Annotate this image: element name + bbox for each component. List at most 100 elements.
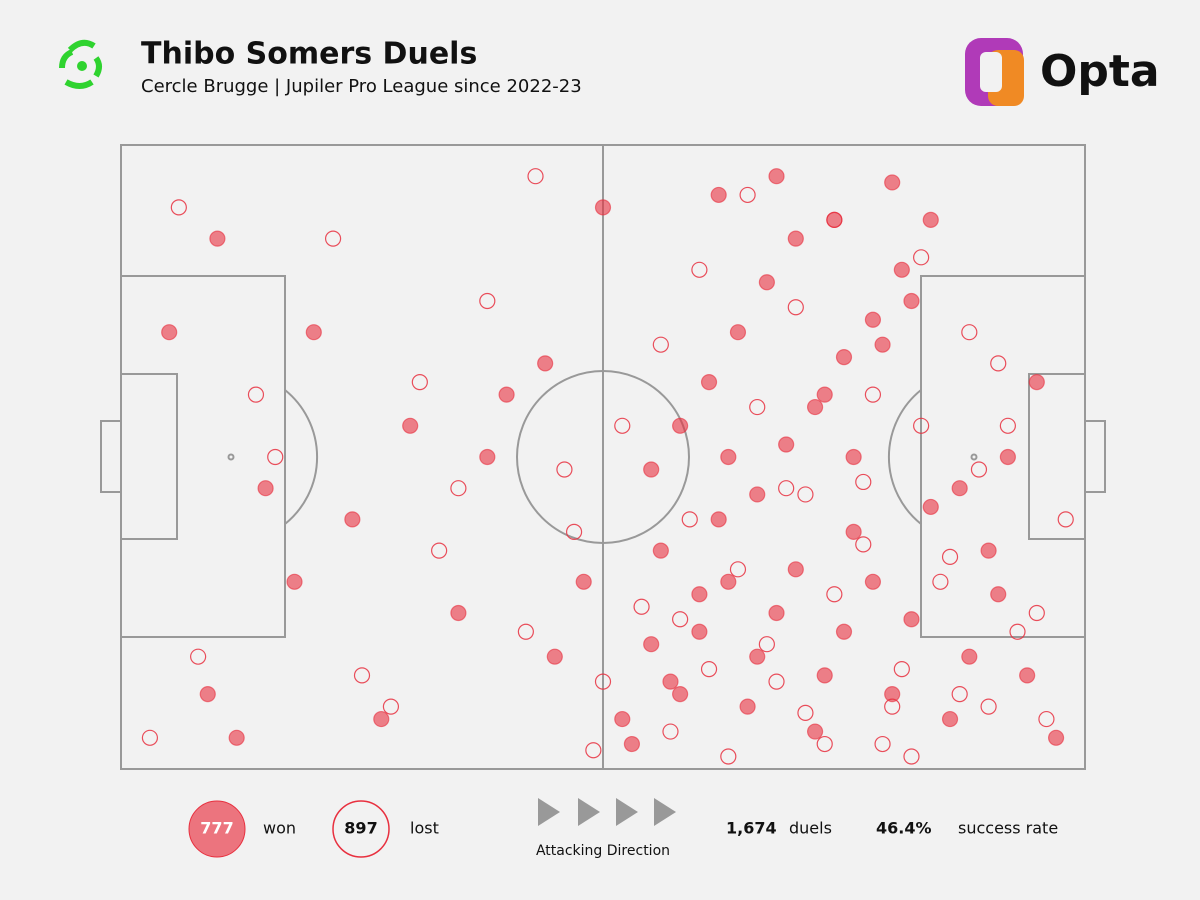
- lost-duel: [797, 486, 814, 503]
- won-duel: [228, 729, 245, 746]
- won-duel: [951, 480, 968, 497]
- lost-duel: [1028, 604, 1045, 622]
- won-duel: [305, 324, 322, 341]
- won-duel: [652, 542, 669, 559]
- lost-duel: [893, 661, 910, 678]
- won-duel: [990, 586, 1007, 603]
- lost-duel: [951, 686, 968, 703]
- won-duel: [864, 311, 882, 328]
- lost-duel: [932, 573, 949, 590]
- won-duel: [729, 324, 747, 341]
- lost-count: 897: [344, 819, 377, 838]
- lost-duel: [681, 511, 698, 528]
- won-duel: [373, 710, 390, 728]
- lost-duel: [778, 480, 795, 497]
- lost-duel: [739, 186, 756, 204]
- lost-duel: [961, 324, 978, 341]
- lost-duel: [758, 636, 775, 653]
- won-duel: [816, 667, 833, 684]
- won-duel: [710, 511, 727, 528]
- lost-duel: [826, 586, 843, 603]
- won-duel: [884, 174, 901, 191]
- lost-duel: [324, 230, 342, 247]
- won-duel: [161, 324, 178, 341]
- lost-duel: [1009, 623, 1026, 640]
- lost-duel: [527, 168, 544, 185]
- won-duel: [739, 698, 756, 715]
- lost-duel: [980, 698, 997, 715]
- lost-duel: [652, 336, 669, 353]
- won-duel: [999, 448, 1016, 466]
- won-duel: [1019, 667, 1036, 684]
- won-duel: [749, 486, 766, 503]
- lost-duel: [662, 723, 679, 740]
- won-duel: [286, 573, 303, 590]
- duels-total: 1,674: [726, 819, 777, 838]
- won-duel: [691, 623, 708, 640]
- won-duel: [961, 648, 978, 665]
- lost-duel: [170, 199, 187, 216]
- won-duel: [806, 398, 824, 416]
- lost-duel: [749, 398, 766, 416]
- lost-label: lost: [410, 819, 439, 838]
- lost-duel: [787, 299, 804, 316]
- won-duel: [643, 636, 660, 653]
- lost-legend-marker: [332, 800, 390, 858]
- duel-points: [141, 168, 1074, 765]
- won-duel: [835, 349, 853, 366]
- won-duel: [672, 686, 689, 703]
- won-duel: [864, 573, 882, 590]
- won-duel: [893, 261, 910, 278]
- lost-duel: [913, 417, 930, 434]
- lost-duel: [1038, 710, 1055, 728]
- lost-duel: [768, 673, 785, 690]
- won-duel: [845, 523, 862, 540]
- won-duel: [546, 648, 563, 665]
- footer: 777 won 897 lost Attacking Direction 1,6…: [188, 798, 1058, 859]
- lost-duel: [999, 417, 1016, 434]
- won-duel: [1028, 374, 1045, 391]
- won-duel: [720, 573, 737, 590]
- duels-label: duels: [789, 819, 832, 838]
- lost-duel: [672, 611, 689, 628]
- lost-duel: [565, 523, 583, 540]
- won-duel: [758, 274, 775, 291]
- lost-duel: [691, 261, 708, 278]
- won-duel: [614, 710, 631, 728]
- won-duel: [691, 586, 708, 603]
- lost-duel: [633, 598, 650, 615]
- subtitle: Cercle Brugge | Jupiler Pro League since…: [141, 76, 582, 97]
- lost-duel: [720, 748, 737, 765]
- lost-duel: [990, 355, 1007, 372]
- lost-duel: [729, 561, 747, 578]
- won-duel: [874, 336, 891, 353]
- lost-duel: [247, 386, 265, 403]
- won-duel: [778, 436, 795, 453]
- direction-arrows: [538, 798, 676, 826]
- success-label: success rate: [958, 819, 1058, 838]
- won-duel: [787, 561, 804, 578]
- won-duel: [479, 448, 496, 466]
- won-duel: [884, 686, 901, 703]
- lost-duel: [864, 386, 882, 403]
- won-duel: [402, 417, 419, 434]
- lost-duel: [700, 661, 718, 678]
- pitch: [100, 144, 1106, 770]
- won-duel: [787, 230, 804, 247]
- lost-duel: [970, 461, 988, 478]
- won-duel: [845, 448, 862, 466]
- won-duel: [1047, 729, 1065, 746]
- won-duel: [922, 211, 939, 228]
- club-logo: [59, 39, 102, 89]
- won-duel: [941, 710, 959, 728]
- won-label: won: [263, 819, 296, 838]
- won-duel: [903, 611, 920, 628]
- lost-duel: [556, 461, 573, 478]
- won-duel: [720, 448, 737, 466]
- lost-duel: [353, 667, 371, 684]
- won-duel: [922, 498, 939, 516]
- won-duel: [835, 623, 853, 640]
- won-count: 777: [200, 819, 233, 838]
